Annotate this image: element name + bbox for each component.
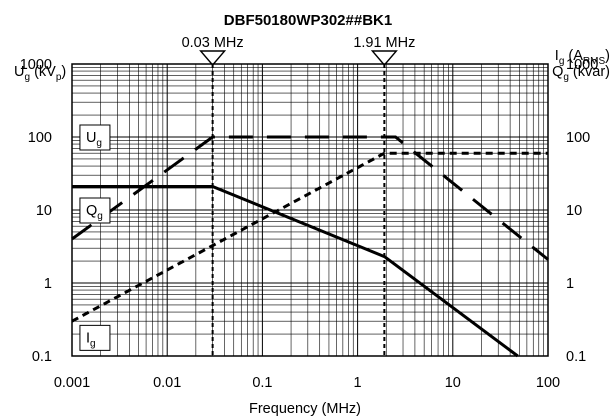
x-axis-label: Frequency (MHz) [249, 401, 361, 416]
tick-labels: 0.001 0.01 0.1 1 10 100 1000 1000 100 100 10 10 1 1 0.… [20, 57, 599, 391]
y-tick-label-left: 100 [28, 130, 52, 146]
y-tick-label-right: 1000 [566, 57, 598, 73]
y-tick-label-left: 0.1 [32, 349, 52, 365]
marker-label: 0.03 MHz [182, 35, 244, 51]
series-label-ig: Ig [79, 324, 111, 351]
frequency-markers: 0.03 MHz 1.91 MHz [182, 35, 415, 356]
marker-triangle [370, 50, 398, 67]
series-label-ug: Ug [79, 124, 111, 151]
marker-triangle [199, 50, 227, 67]
x-tick-label: 0.001 [54, 375, 90, 391]
svg-text:Ug: Ug [86, 130, 102, 149]
y-tick-label-left: 1 [44, 276, 52, 292]
right-axis-label-current: Ig (ARMS) [555, 48, 610, 67]
chart-title: DBF50180WP302##BK1 [224, 12, 392, 29]
x-tick-label: 1 [354, 375, 362, 391]
x-tick-label: 100 [536, 375, 560, 391]
y-tick-label-right: 1 [566, 276, 574, 292]
series-label-qg: Qg [79, 197, 111, 224]
svg-text:Ig: Ig [86, 330, 96, 349]
left-axis-label: Ug (kVp) [14, 64, 66, 83]
series-line-qg [71, 135, 549, 261]
y-tick-label-right: 0.1 [566, 349, 586, 365]
right-axis-label-power: Qg (kvar) [552, 64, 610, 83]
x-tick-label: 10 [445, 375, 461, 391]
series-lines [71, 135, 549, 358]
plot-frame [71, 63, 549, 357]
x-tick-label: 0.1 [252, 375, 272, 391]
marker-label: 1.91 MHz [353, 35, 415, 51]
y-tick-label-left: 10 [36, 203, 52, 219]
y-tick-label-right: 10 [566, 203, 582, 219]
series-labels: Ug Qg Ig [79, 124, 111, 351]
grid [71, 64, 548, 357]
series-line-ig [71, 151, 548, 323]
svg-text:Qg: Qg [86, 203, 103, 222]
x-tick-label: 0.01 [153, 375, 181, 391]
y-tick-label-right: 100 [566, 130, 590, 146]
y-tick-label-left: 1000 [20, 57, 52, 73]
series-line-ug [72, 185, 519, 358]
